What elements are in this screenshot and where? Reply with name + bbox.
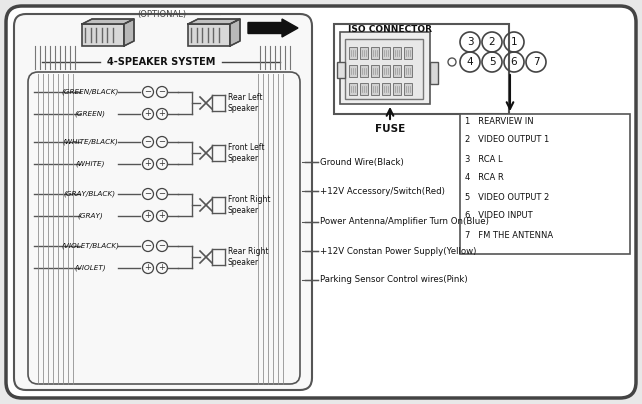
Bar [371,47,379,59]
Bar [393,83,401,95]
Bar [382,83,390,95]
Bar [360,47,368,59]
Bar [393,47,401,59]
Text: 7   FM THE ANTENNA: 7 FM THE ANTENNA [465,231,553,240]
Text: −: − [159,189,166,198]
Text: 4-SPEAKER SYSTEM: 4-SPEAKER SYSTEM [107,57,215,67]
Bar [360,65,368,77]
Text: (VIOLET): (VIOLET) [74,265,106,271]
Bar [404,47,412,59]
Text: (GRAY/BLACK): (GRAY/BLACK) [64,191,116,197]
Text: FUSE: FUSE [375,124,405,134]
Text: 4   RCA R: 4 RCA R [465,173,504,183]
FancyBboxPatch shape [14,14,312,390]
Bar [382,65,390,77]
Text: Rear Right
Speaker: Rear Right Speaker [228,247,268,267]
Bar [349,65,357,77]
Bar [430,62,438,84]
Text: (VIOLET/BLACK): (VIOLET/BLACK) [61,243,119,249]
Polygon shape [230,19,240,46]
Text: (OPTIONAL): (OPTIONAL) [137,10,187,19]
Bar [393,65,401,77]
Bar [349,83,357,95]
Text: Rear Left
Speaker: Rear Left Speaker [228,93,263,113]
Bar [360,83,368,95]
Text: 2   VIDEO OUTPUT 1: 2 VIDEO OUTPUT 1 [465,135,550,145]
Bar [345,39,423,99]
Text: −: − [159,137,166,147]
Text: 3: 3 [467,37,473,47]
Bar [334,24,509,114]
Text: +: + [159,109,166,118]
Bar [349,47,357,59]
Text: Front Left
Speaker: Front Left Speaker [228,143,265,163]
Bar [188,24,230,46]
Text: 2: 2 [489,37,496,47]
Text: 6: 6 [510,57,517,67]
Text: −: − [144,137,152,147]
Bar [382,47,390,59]
Text: −: − [144,242,152,250]
Text: +12V Accessory/Switch(Red): +12V Accessory/Switch(Red) [320,187,445,196]
Text: +12V Constan Power Supply(Yellow): +12V Constan Power Supply(Yellow) [320,246,476,255]
Text: (GREEN): (GREEN) [74,111,105,117]
Text: Parking Sensor Control wires(Pink): Parking Sensor Control wires(Pink) [320,276,467,284]
Text: +: + [159,212,166,221]
Text: +: + [159,160,166,168]
Text: −: − [159,242,166,250]
Polygon shape [188,19,240,24]
Text: −: − [144,189,152,198]
Bar [371,65,379,77]
Bar [340,32,430,104]
Bar [460,114,630,254]
FancyBboxPatch shape [28,72,300,384]
Text: +: + [159,263,166,273]
Polygon shape [82,19,134,24]
Bar [371,83,379,95]
Polygon shape [124,19,134,46]
Bar [404,65,412,77]
Text: −: − [159,88,166,97]
Text: 5   VIDEO OUTPUT 2: 5 VIDEO OUTPUT 2 [465,192,550,202]
Text: (GRAY): (GRAY) [77,213,103,219]
Text: 7: 7 [533,57,539,67]
Text: (WHITE/BLACK): (WHITE/BLACK) [62,139,118,145]
Text: +: + [144,263,152,273]
Text: +: + [144,109,152,118]
Text: ISO CONNECTOR: ISO CONNECTOR [348,25,432,34]
FancyBboxPatch shape [6,6,636,398]
Bar [337,62,345,78]
Text: 1: 1 [510,37,517,47]
Text: 1   REARVIEW IN: 1 REARVIEW IN [465,116,534,126]
Text: Ground Wire(Black): Ground Wire(Black) [320,158,404,166]
Text: 6   VIDEO INPUT: 6 VIDEO INPUT [465,212,533,221]
Text: Front Right
Speaker: Front Right Speaker [228,195,270,215]
Bar [404,83,412,95]
Text: 4: 4 [467,57,473,67]
Text: 3   RCA L: 3 RCA L [465,154,503,164]
Text: (WHITE): (WHITE) [75,161,105,167]
Text: −: − [144,88,152,97]
Text: Power Antenna/Amplifier Turn On(Blue): Power Antenna/Amplifier Turn On(Blue) [320,217,489,227]
Bar [82,24,124,46]
Text: (GREEN/BLACK): (GREEN/BLACK) [62,89,119,95]
Text: +: + [144,212,152,221]
FancyArrow shape [248,19,298,37]
Text: +: + [144,160,152,168]
Text: 5: 5 [489,57,496,67]
